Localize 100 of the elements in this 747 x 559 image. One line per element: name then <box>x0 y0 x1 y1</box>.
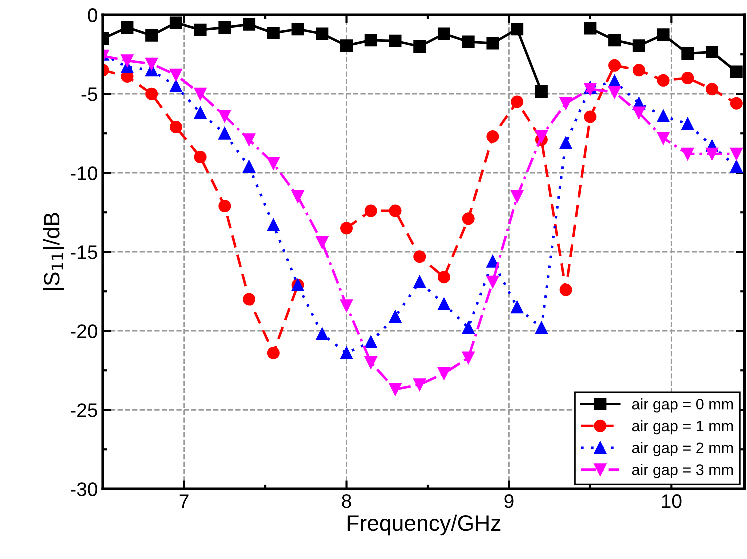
point <box>267 218 280 232</box>
point <box>657 132 670 145</box>
point <box>364 34 378 47</box>
point <box>632 64 646 77</box>
point <box>730 97 743 110</box>
point <box>486 37 500 50</box>
point <box>438 368 450 380</box>
point <box>608 59 622 72</box>
point <box>292 23 304 36</box>
legend-label: air gap = 0 mm <box>632 398 734 413</box>
point <box>414 378 426 392</box>
point <box>462 352 475 364</box>
point <box>316 328 329 341</box>
point <box>414 250 426 264</box>
y-tick-label: -15 <box>70 246 98 260</box>
point <box>608 34 622 47</box>
point <box>682 48 694 60</box>
point <box>170 16 182 30</box>
point <box>267 346 280 360</box>
point <box>730 160 743 174</box>
point <box>511 301 524 314</box>
point <box>340 40 354 52</box>
point <box>389 383 402 396</box>
point <box>194 88 207 100</box>
point <box>682 118 694 130</box>
point <box>364 356 378 369</box>
point <box>608 86 622 99</box>
legend-label: air gap = 2 mm <box>632 442 734 457</box>
x-axis-title: Frequency/GHz <box>348 514 501 536</box>
point <box>170 68 182 82</box>
y-tick-label: -10 <box>70 166 98 180</box>
point <box>340 346 354 360</box>
point <box>511 23 524 36</box>
point <box>682 72 694 85</box>
point <box>511 190 524 204</box>
point <box>364 204 378 218</box>
point <box>462 322 475 334</box>
y-tick-label: 0 <box>88 8 98 22</box>
point <box>486 276 500 288</box>
point <box>632 40 646 52</box>
point <box>682 148 694 160</box>
point <box>462 212 475 226</box>
point <box>364 336 378 348</box>
point <box>657 110 670 122</box>
point <box>146 29 158 42</box>
point <box>218 200 232 213</box>
point <box>316 28 329 40</box>
y-tick-label: -5 <box>82 88 98 102</box>
x-tick-label: 7 <box>180 494 189 508</box>
point <box>146 58 158 70</box>
point <box>218 127 232 140</box>
point <box>414 276 426 288</box>
x-tick-label: 9 <box>504 494 514 508</box>
point <box>560 97 572 110</box>
point <box>243 293 256 306</box>
point <box>389 310 402 324</box>
point <box>340 300 354 312</box>
point <box>706 148 719 160</box>
point <box>389 34 402 48</box>
point <box>706 83 719 96</box>
point <box>316 236 329 249</box>
point <box>170 80 182 92</box>
point <box>340 222 354 235</box>
point <box>486 255 500 268</box>
point <box>243 134 256 146</box>
point <box>657 74 670 87</box>
x-tick-label: 8 <box>342 494 352 508</box>
legend-label: air gap = 1 mm <box>632 420 734 435</box>
y-axis-title: |S$_{11}$|/dB <box>43 213 64 290</box>
legend-label: air gap = 3 mm <box>632 464 734 478</box>
point <box>438 28 450 40</box>
point <box>243 18 256 31</box>
point <box>632 106 646 120</box>
point <box>121 21 134 34</box>
point <box>706 46 719 58</box>
point <box>438 298 450 311</box>
point <box>194 151 207 164</box>
point <box>218 21 232 34</box>
point <box>121 54 134 68</box>
point <box>438 271 450 284</box>
point <box>389 204 402 218</box>
point <box>486 130 500 144</box>
point <box>267 27 280 40</box>
point <box>584 110 597 124</box>
y-tick-label: -20 <box>70 324 98 338</box>
y-tick-label: -25 <box>70 404 98 418</box>
point <box>292 190 304 204</box>
point <box>535 130 548 144</box>
point <box>194 24 207 36</box>
point <box>535 85 548 98</box>
point <box>267 157 280 170</box>
point <box>584 22 597 35</box>
y-tick-label: -30 <box>70 482 98 496</box>
point <box>730 148 743 160</box>
point <box>462 36 475 48</box>
x-tick-label: 10 <box>662 494 682 508</box>
point <box>511 96 524 108</box>
point <box>146 88 158 100</box>
point <box>535 322 548 334</box>
point <box>194 106 207 120</box>
